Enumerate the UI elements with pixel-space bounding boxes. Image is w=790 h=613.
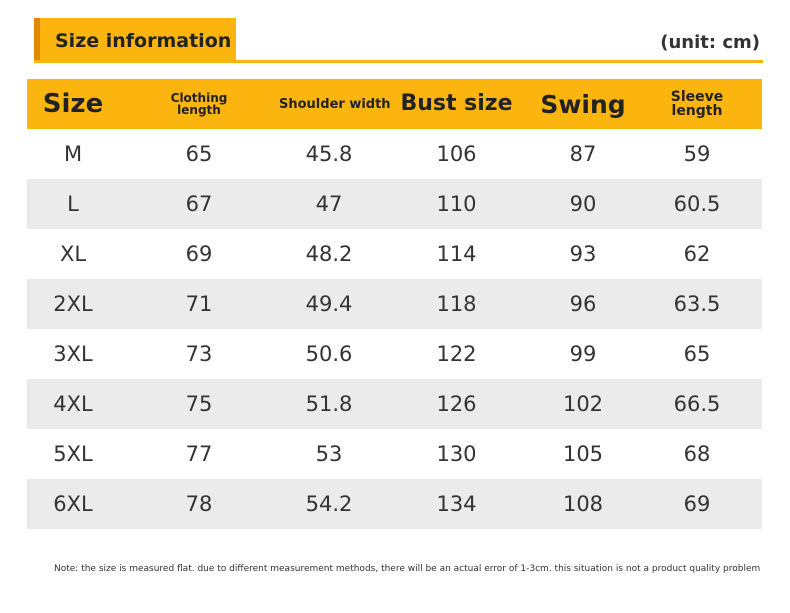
table-header: Size Clothing length Shoulder width Bust… [27, 79, 762, 129]
cell-bust-size: 134 [436, 492, 477, 516]
cell-swing: 102 [562, 392, 604, 416]
cell-swing: 87 [569, 142, 597, 166]
title-accent-bar [34, 18, 40, 62]
cell-bust-size: 106 [436, 142, 477, 166]
cell-size: 4XL [53, 392, 93, 416]
table-row: 6XL 78 54.2 134 108 69 [27, 479, 762, 529]
cell-clothing-length: 75 [185, 392, 213, 416]
table-row: 5XL 77 53 130 105 68 [27, 429, 762, 479]
cell-shoulder-width: 53 [315, 442, 343, 466]
title-underline [34, 60, 763, 63]
table-row: 3XL 73 50.6 122 99 65 [27, 329, 762, 379]
header-sleeve-length-line2: length [671, 103, 723, 119]
header-clothing-length-line2: length [177, 103, 221, 117]
cell-size: 5XL [53, 442, 93, 466]
cell-clothing-length: 77 [185, 442, 213, 466]
cell-clothing-length: 78 [185, 492, 213, 516]
cell-swing: 96 [569, 292, 597, 316]
table-row: L 67 47 110 90 60.5 [27, 179, 762, 229]
cell-swing: 105 [562, 442, 604, 466]
cell-bust-size: 126 [436, 392, 477, 416]
cell-shoulder-width: 51.8 [305, 392, 353, 416]
cell-size: 6XL [53, 492, 93, 516]
cell-shoulder-width: 45.8 [305, 142, 353, 166]
cell-clothing-length: 71 [185, 292, 213, 316]
table-row: 4XL 75 51.8 126 102 66.5 [27, 379, 762, 429]
title-block [34, 18, 236, 62]
cell-sleeve-length: 68 [683, 442, 711, 466]
header-swing: Swing [540, 89, 626, 119]
cell-size: 2XL [53, 292, 93, 316]
cell-bust-size: 118 [436, 292, 477, 316]
header-sleeve-length: Sleeve length [632, 90, 762, 118]
cell-swing: 90 [569, 192, 597, 216]
cell-sleeve-length: 62 [683, 242, 711, 266]
cell-shoulder-width: 50.6 [305, 342, 353, 366]
header-shoulder-width: Shoulder width [279, 96, 391, 112]
cell-size: M [63, 142, 83, 166]
cell-shoulder-width: 49.4 [305, 292, 353, 316]
table-row: 2XL 71 49.4 118 96 63.5 [27, 279, 762, 329]
cell-swing: 99 [569, 342, 597, 366]
header-clothing-length-line1: Clothing [170, 91, 228, 105]
cell-size: 3XL [53, 342, 93, 366]
cell-sleeve-length: 63.5 [673, 292, 721, 316]
cell-bust-size: 122 [436, 342, 477, 366]
cell-swing: 93 [569, 242, 597, 266]
header-sleeve-length-line1: Sleeve [670, 89, 724, 105]
cell-sleeve-length: 60.5 [673, 192, 721, 216]
cell-swing: 108 [562, 492, 604, 516]
cell-sleeve-length: 59 [683, 142, 711, 166]
header-size: Size [42, 89, 104, 119]
table-row: M 65 45.8 106 87 59 [27, 129, 762, 179]
cell-shoulder-width: 54.2 [305, 492, 353, 516]
cell-shoulder-width: 47 [315, 192, 343, 216]
unit-label: (unit: cm) [660, 32, 760, 53]
cell-bust-size: 114 [436, 242, 477, 266]
cell-clothing-length: 67 [185, 192, 213, 216]
footnote: Note: the size is measured flat. due to … [54, 564, 761, 574]
cell-clothing-length: 65 [185, 142, 213, 166]
cell-clothing-length: 69 [185, 242, 213, 266]
cell-shoulder-width: 48.2 [305, 242, 353, 266]
cell-size: L [67, 192, 79, 216]
cell-clothing-length: 73 [185, 342, 213, 366]
cell-sleeve-length: 66.5 [673, 392, 721, 416]
cell-size: XL [59, 242, 87, 266]
header-clothing-length: Clothing length [119, 92, 279, 116]
cell-sleeve-length: 65 [683, 342, 711, 366]
cell-bust-size: 110 [436, 192, 477, 216]
page-title: Size information [55, 30, 232, 52]
table-row: XL 69 48.2 114 93 62 [27, 229, 762, 279]
header-bust-size: Bust size [400, 91, 513, 116]
size-table: Size Clothing length Shoulder width Bust… [27, 79, 762, 529]
cell-bust-size: 130 [436, 442, 477, 466]
cell-sleeve-length: 69 [683, 492, 711, 516]
